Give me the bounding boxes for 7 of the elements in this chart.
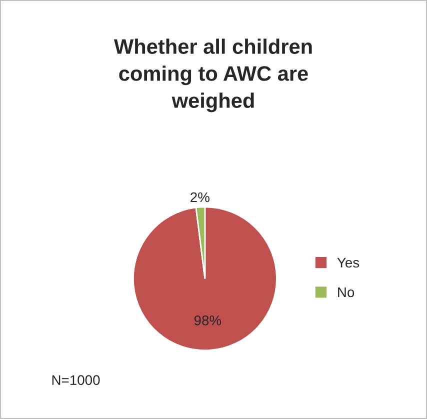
- data-label: 98%: [194, 315, 222, 326]
- data-label: 2%: [190, 192, 210, 202]
- text: N=1000: [52, 375, 100, 386]
- chart-title: Whether all children coming to AWC are weighed: [114, 38, 312, 112]
- pie-slice: [132, 206, 278, 352]
- legend-label: Yes: [337, 258, 360, 268]
- legend-label: No: [338, 287, 354, 298]
